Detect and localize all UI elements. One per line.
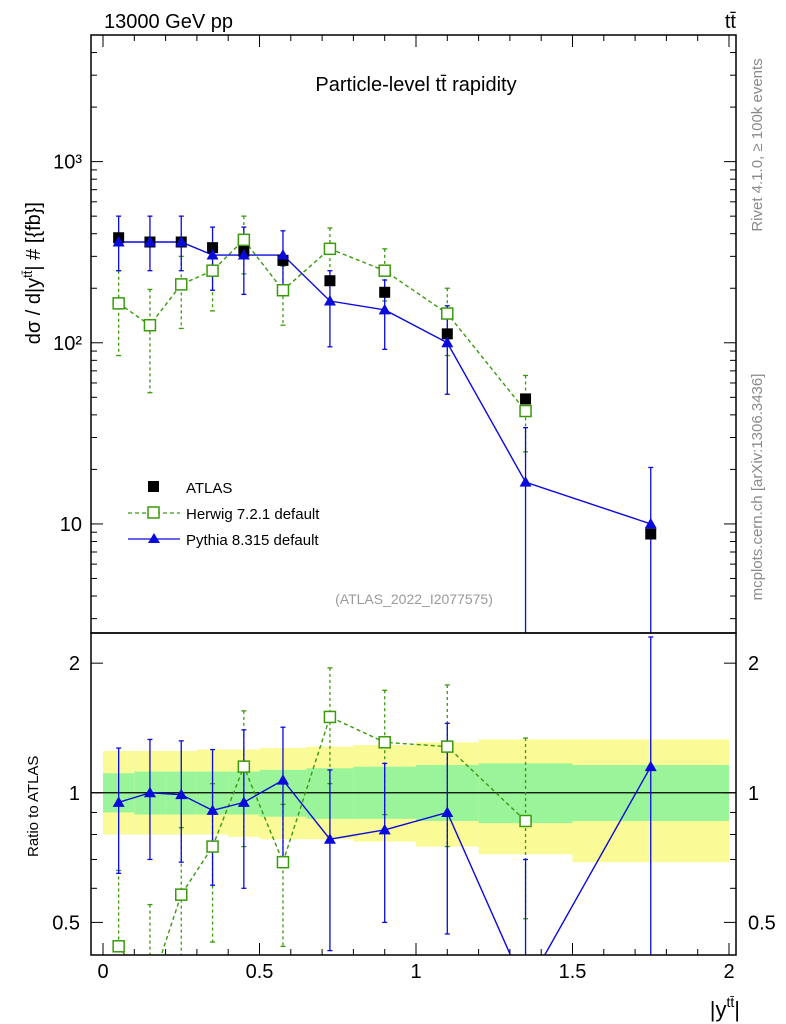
y-tick-label: 10² xyxy=(53,333,82,355)
atlas-point xyxy=(645,528,657,540)
x-tick-label: 1.5 xyxy=(559,961,587,983)
ratio-panel-frame xyxy=(90,632,737,956)
pythia-point xyxy=(323,295,336,306)
atlas-point xyxy=(207,242,219,254)
ratio-pythia-point xyxy=(112,796,125,807)
ratio-herwig-point xyxy=(175,888,188,901)
y-tick-label: 10³ xyxy=(53,152,82,174)
x-tick-label: 0.5 xyxy=(246,961,274,983)
herwig-point xyxy=(441,307,454,320)
ratio-y-tick-label-left: 0.5 xyxy=(52,912,80,934)
ratio-pythia-point xyxy=(237,796,250,807)
herwig-point xyxy=(206,264,219,277)
rivet-version-label: Rivet 4.1.0, ≥ 100k events xyxy=(749,58,766,231)
pythia-point xyxy=(378,303,391,315)
ratio-herwig-point xyxy=(441,740,454,753)
ratio-pythia-point xyxy=(378,823,391,835)
ratio-pythia-point xyxy=(323,833,336,844)
y-tick-label: 10 xyxy=(60,514,82,536)
ratio-herwig-point xyxy=(323,710,337,724)
herwig-point xyxy=(175,278,188,291)
legend-pythia-marker xyxy=(148,533,160,543)
ratio-pythia-point xyxy=(175,788,188,800)
ratio-pythia-point xyxy=(441,806,454,817)
pythia-point xyxy=(441,336,454,348)
mcplots-label: mcplots.cern.ch [arXiv:1306.3436] xyxy=(749,374,766,601)
ratio-pythia-point xyxy=(143,786,156,798)
pythia-point xyxy=(112,236,125,247)
atlas-point xyxy=(441,328,453,340)
ratio-y-tick-label-left: 1 xyxy=(69,783,80,805)
pythia-point xyxy=(143,236,156,247)
process-label: tt̄ xyxy=(725,11,737,33)
legend-atlas-marker xyxy=(148,481,159,492)
herwig-point xyxy=(112,297,125,310)
ratio-y-axis-label: Ratio to ATLAS xyxy=(25,756,42,857)
herwig-line xyxy=(118,238,527,412)
ratio-pythia-point xyxy=(206,804,219,815)
pythia-point xyxy=(519,476,532,487)
atlas-point xyxy=(324,275,336,287)
ratio-herwig-point xyxy=(112,940,125,953)
main-y-axis-label: dσ / d|ytt̄| # [{fb}] xyxy=(20,202,45,344)
herwig-point xyxy=(519,404,532,418)
ratio-herwig-point xyxy=(519,814,532,828)
data-series xyxy=(112,215,657,955)
herwig-point xyxy=(323,242,337,256)
atlas-point xyxy=(520,393,532,405)
atlas-point xyxy=(277,254,289,266)
x-tick-label: 2 xyxy=(723,961,734,983)
legend-atlas-label: ATLAS xyxy=(186,480,232,497)
ratio-uncertainty-bands xyxy=(91,739,736,863)
x-tick-label: 0 xyxy=(97,961,108,983)
legend: ATLAS Herwig 7.2.1 default Pythia 8.315 … xyxy=(128,480,320,549)
pythia-point xyxy=(206,249,219,260)
ratio-y-tick-label-right: 2 xyxy=(748,653,759,675)
ratio-y-tick-label-right: 0.5 xyxy=(748,912,776,934)
ratio-herwig-point xyxy=(237,760,251,773)
x-axis-label: |ytt̄| xyxy=(710,994,740,1022)
legend-herwig-label: Herwig 7.2.1 default xyxy=(186,506,320,523)
herwig-point xyxy=(143,318,157,332)
energy-label: 13000 GeV pp xyxy=(104,11,233,33)
axis-ticks: 0 0.5 1 1.5 2 10 10² 10³ 0.5 0.5 1 1 2 2 xyxy=(52,34,776,983)
pythia-point xyxy=(644,517,657,529)
pythia-point xyxy=(237,249,250,260)
ratio-herwig-point xyxy=(378,736,391,749)
herwig-point xyxy=(237,233,251,247)
ratio-pythia-point xyxy=(276,774,289,785)
analysis-id: (ATLAS_2022_I2077575) xyxy=(335,591,493,607)
herwig-point xyxy=(276,283,290,297)
legend-pythia-label: Pythia 8.315 default xyxy=(186,532,319,549)
main-title: Particle-level tt̄ rapidity xyxy=(315,74,516,96)
ratio-y-tick-label-right: 1 xyxy=(748,783,759,805)
legend-herwig-marker xyxy=(147,506,160,519)
ratio-pythia-point xyxy=(644,760,657,772)
atlas-point xyxy=(379,286,391,298)
x-tick-label: 1 xyxy=(410,961,421,983)
ratio-y-tick-label-left: 2 xyxy=(69,653,80,675)
ratio-herwig-point xyxy=(206,840,219,853)
pythia-point xyxy=(276,249,289,260)
pythia-point xyxy=(175,236,188,247)
herwig-point xyxy=(378,264,391,277)
ratio-herwig-point xyxy=(276,855,290,869)
